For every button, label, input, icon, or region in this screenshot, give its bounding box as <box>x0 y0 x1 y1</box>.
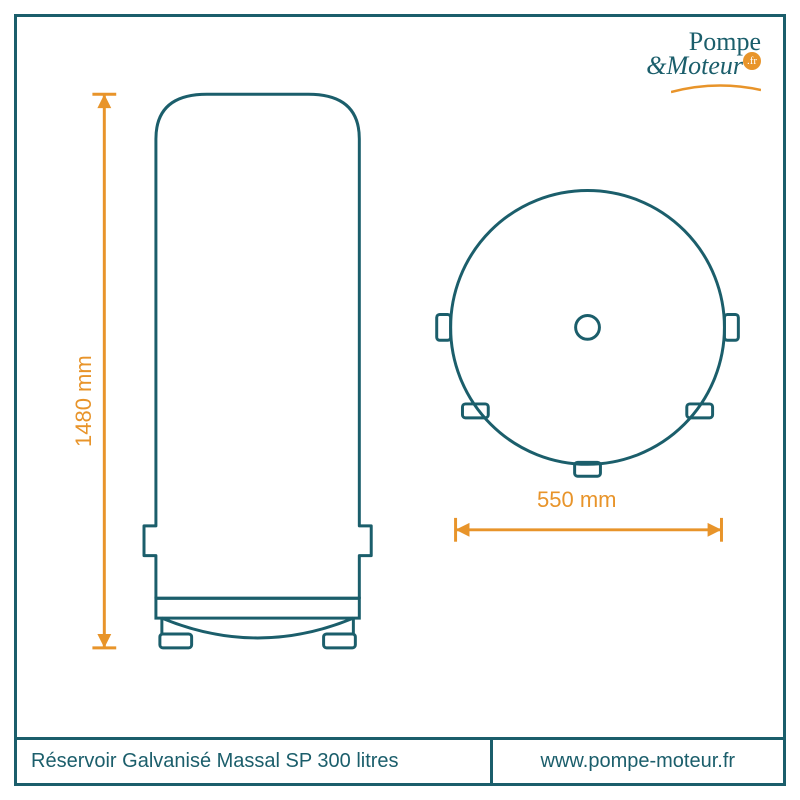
diagram-frame: Pompe &Moteur.fr 1480 mm 550 mm <box>14 14 786 740</box>
product-title: Réservoir Galvanisé Massal SP 300 litres <box>14 740 493 786</box>
footer: Réservoir Galvanisé Massal SP 300 litres… <box>14 740 786 786</box>
width-dimension-label: 550 mm <box>537 487 616 513</box>
technical-drawing <box>17 17 783 737</box>
height-dimension-label: 1480 mm <box>71 355 97 447</box>
website-url: www.pompe-moteur.fr <box>493 740 786 786</box>
